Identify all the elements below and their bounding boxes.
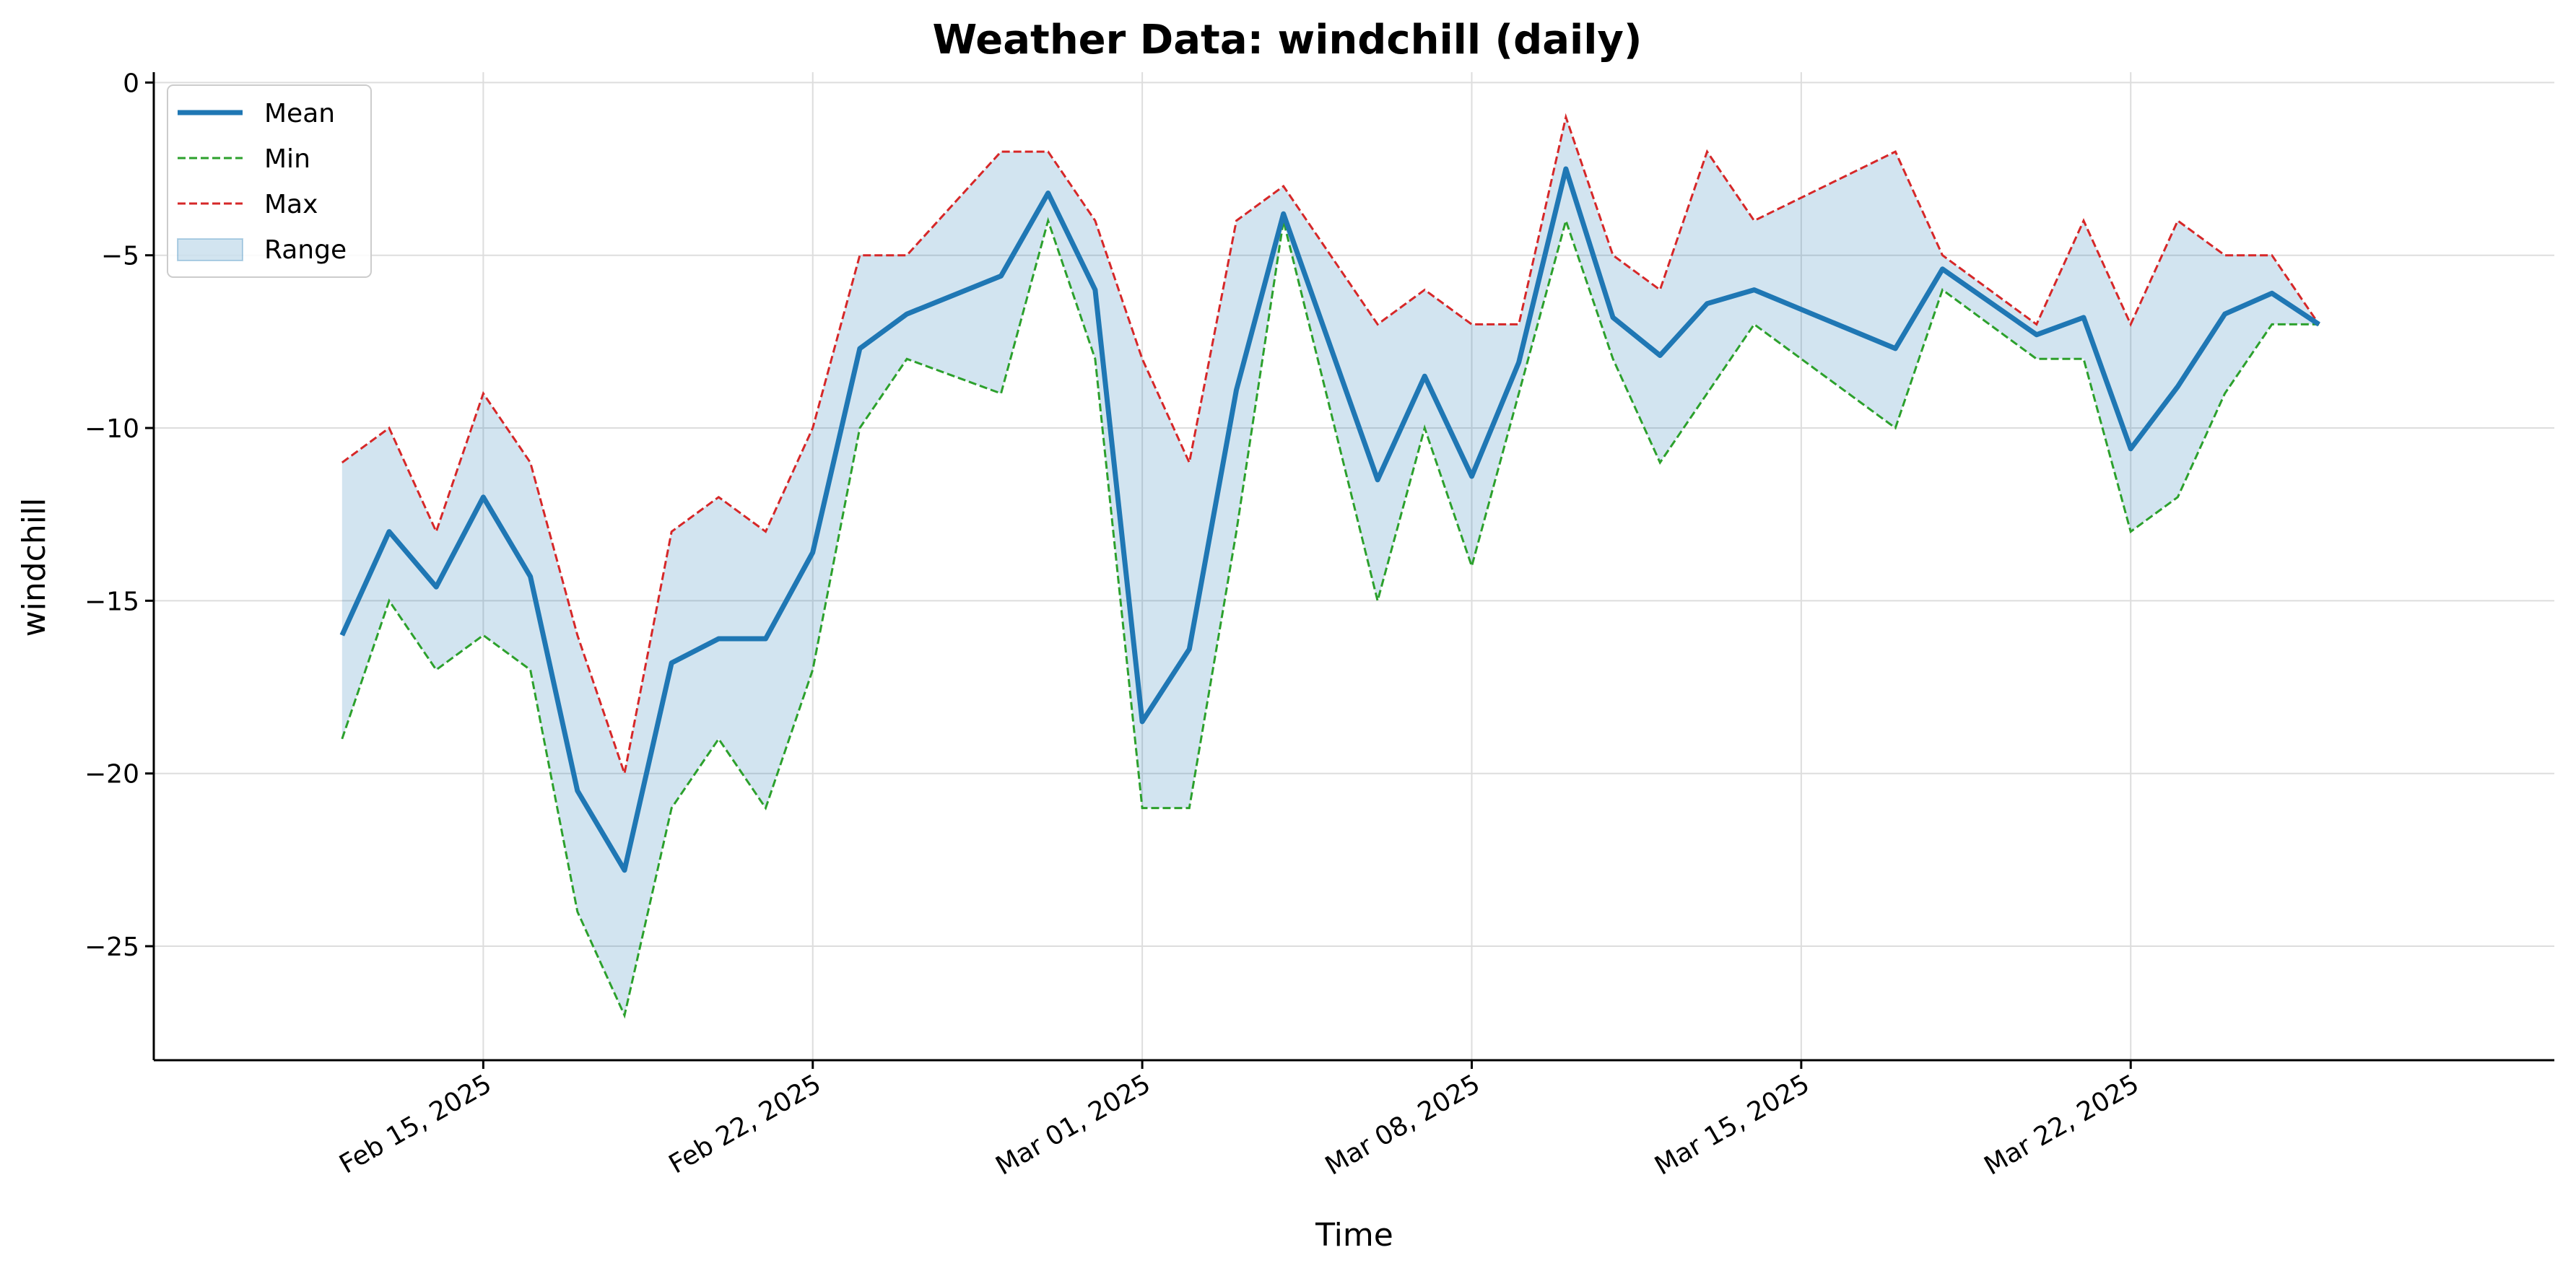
legend-label: Mean bbox=[264, 99, 335, 128]
y-tick-label: −15 bbox=[84, 587, 139, 616]
y-tick-label: −25 bbox=[84, 932, 139, 962]
x-tick-label: Mar 15, 2025 bbox=[1650, 1069, 1814, 1181]
legend-swatch-range bbox=[177, 238, 243, 261]
legend-box bbox=[167, 84, 372, 278]
legend: Mean Min Max Range bbox=[167, 84, 372, 278]
y-tick-label: −10 bbox=[84, 414, 139, 444]
series-line-mean bbox=[339, 166, 2320, 873]
x-tick-label: Mar 22, 2025 bbox=[1980, 1069, 2144, 1181]
x-tick-label: Feb 22, 2025 bbox=[664, 1069, 826, 1179]
legend-label: Range bbox=[264, 235, 347, 265]
series-line-min bbox=[341, 217, 2319, 1019]
grid-lines bbox=[154, 72, 2554, 1060]
legend-item: Max bbox=[178, 190, 318, 219]
plot-area bbox=[339, 113, 2320, 1019]
legend-item: Mean bbox=[178, 99, 335, 128]
legend-label: Max bbox=[264, 190, 318, 219]
x-axis-label: Time bbox=[1315, 1217, 1393, 1254]
y-axis-label: windchill bbox=[16, 498, 53, 637]
y-tick-label: −20 bbox=[84, 760, 139, 790]
chart-title: Weather Data: windchill (daily) bbox=[933, 17, 1642, 64]
x-tick-label: Feb 15, 2025 bbox=[334, 1069, 496, 1179]
series-line-max bbox=[341, 113, 2320, 778]
legend-item: Min bbox=[178, 144, 310, 174]
y-tick-label: −5 bbox=[101, 242, 139, 271]
range-band bbox=[341, 117, 2319, 1015]
legend-item: Range bbox=[177, 235, 347, 265]
x-tick-label: Mar 08, 2025 bbox=[1320, 1069, 1485, 1181]
legend-label: Min bbox=[264, 144, 310, 174]
x-tick-label: Mar 01, 2025 bbox=[991, 1069, 1156, 1181]
y-tick-label: 0 bbox=[123, 69, 139, 98]
